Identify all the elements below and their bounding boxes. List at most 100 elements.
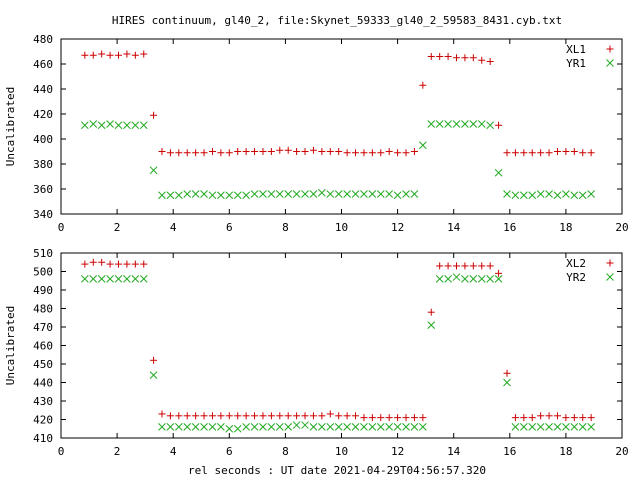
data-point — [343, 149, 351, 157]
data-point — [376, 190, 385, 198]
data-point — [149, 371, 158, 379]
data-point — [469, 275, 478, 283]
data-point-d2 — [89, 120, 98, 128]
data-point — [150, 356, 158, 364]
data-point — [284, 190, 293, 198]
data-point — [139, 275, 148, 283]
data-point — [242, 191, 250, 200]
data-point — [436, 262, 444, 270]
data-point — [436, 53, 444, 60]
data-point — [318, 148, 326, 155]
data-point — [511, 149, 519, 157]
data-point — [528, 191, 537, 200]
data-point — [486, 58, 494, 65]
data-point-d2 — [80, 275, 89, 283]
data-point-d2 — [351, 190, 360, 198]
data-point — [469, 120, 478, 128]
legend-marker-d2 — [606, 273, 614, 281]
data-point — [183, 190, 192, 198]
data-point — [275, 423, 284, 431]
data-point — [368, 414, 376, 422]
data-point — [233, 191, 242, 200]
data-point — [570, 191, 579, 200]
data-point — [267, 412, 275, 420]
data-point-d2 — [292, 190, 301, 198]
data-point — [225, 412, 233, 420]
data-point — [80, 121, 89, 130]
figure-title: HIRES continuum, gl40_2, file:Skynet_593… — [112, 14, 562, 27]
y-tick-label: 340 — [33, 208, 53, 221]
data-point — [352, 149, 360, 157]
data-point-d2 — [444, 120, 452, 128]
data-point — [183, 149, 191, 157]
data-point — [217, 191, 225, 200]
data-point-d2 — [139, 275, 148, 283]
legend-marker — [606, 45, 614, 53]
data-point-d2 — [469, 275, 478, 283]
data-point — [183, 423, 192, 431]
x-tick-label: 4 — [170, 445, 177, 458]
data-point — [444, 120, 452, 128]
x-tick-label: 10 — [335, 445, 348, 458]
data-point — [98, 50, 106, 58]
data-point — [511, 191, 520, 200]
data-point — [217, 149, 225, 157]
data-point — [469, 54, 477, 62]
data-point-d2 — [427, 321, 436, 330]
data-point-d2 — [536, 423, 545, 431]
data-point — [81, 51, 89, 59]
data-point — [562, 190, 570, 198]
data-point — [114, 275, 123, 283]
data-point — [418, 423, 427, 431]
y-tick-label: 510 — [33, 247, 53, 260]
y-tick-label: 420 — [33, 108, 53, 121]
data-point — [351, 190, 360, 198]
data-point-d2 — [131, 121, 140, 130]
data-point-d2 — [158, 423, 166, 431]
data-point — [267, 423, 276, 431]
legend-marker — [606, 273, 614, 281]
data-point — [293, 412, 301, 420]
data-point-d2 — [217, 191, 225, 200]
data-point — [123, 121, 131, 130]
data-point-d2 — [97, 121, 106, 130]
data-point-d2 — [351, 423, 360, 431]
data-point-d2 — [385, 190, 394, 198]
data-point-d2 — [435, 275, 444, 283]
data-point-d2 — [225, 424, 234, 433]
data-point — [251, 148, 259, 155]
data-point — [427, 120, 436, 128]
x-tick-label: 20 — [615, 221, 628, 234]
data-point-d2 — [503, 190, 511, 198]
data-point — [410, 414, 418, 422]
data-point — [486, 121, 495, 130]
data-point-d2 — [385, 423, 394, 431]
data-point-d2 — [149, 166, 158, 175]
data-point — [410, 148, 418, 155]
data-point — [587, 423, 595, 431]
data-point — [477, 120, 486, 128]
data-point-d2 — [233, 191, 242, 200]
data-point — [139, 121, 148, 130]
data-point-d2 — [233, 424, 242, 433]
data-point — [158, 423, 166, 431]
data-point — [418, 141, 427, 150]
data-point — [149, 166, 158, 175]
data-point-d2 — [301, 190, 309, 198]
y-tick-label: 490 — [33, 284, 53, 297]
data-point-d2 — [511, 191, 520, 200]
plot-panel-2: 0 2 4 6 8 10 12 14 16 18 20 410 420 430 440 450 460 470 48… — [4, 247, 629, 458]
data-point — [250, 190, 259, 198]
data-point — [519, 423, 528, 431]
series-yr2 — [80, 273, 595, 433]
data-point-d2 — [166, 423, 175, 431]
data-point — [360, 423, 368, 431]
data-point-d2 — [486, 275, 495, 283]
data-point-d2 — [553, 423, 562, 431]
data-point — [486, 275, 495, 283]
data-point — [89, 258, 97, 266]
data-point-d2 — [208, 191, 217, 200]
data-point — [217, 423, 225, 431]
data-point — [536, 190, 545, 198]
